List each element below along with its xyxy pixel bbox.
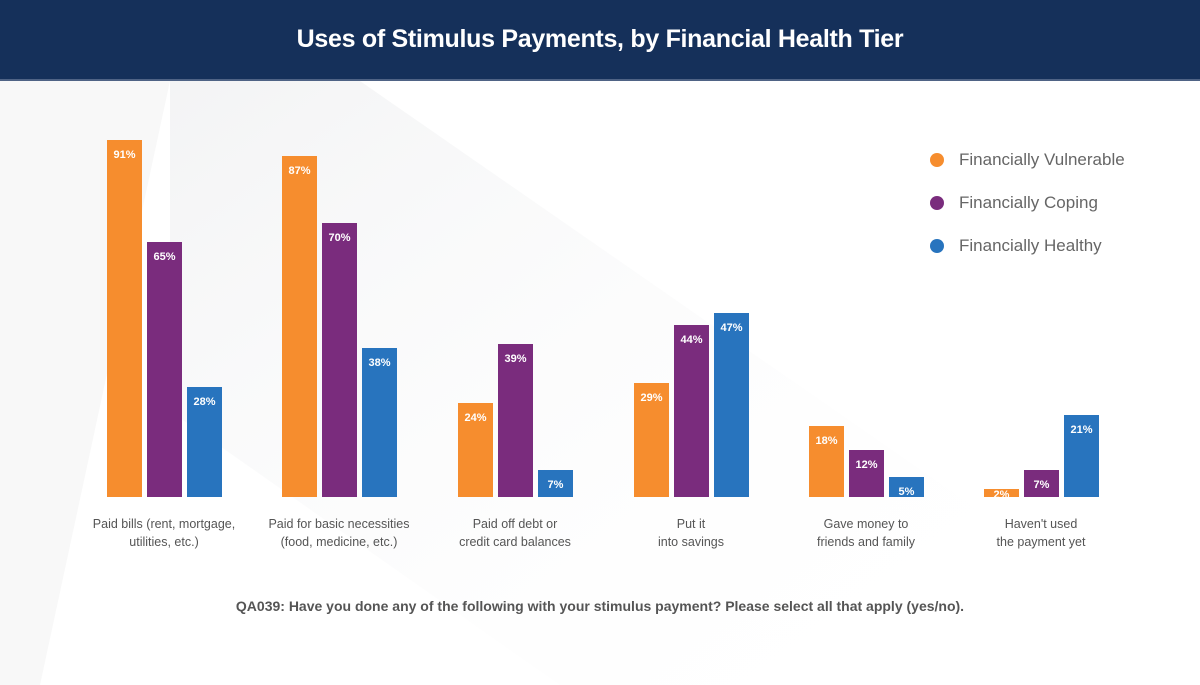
category-label-line1: Put it [676, 517, 706, 531]
bar-financially-coping: 12% [849, 450, 884, 497]
category-label-line2: (food, medicine, etc.) [280, 535, 398, 549]
bar-financially-vulnerable: 18% [809, 426, 844, 497]
bar-value-label: 7% [1033, 479, 1050, 491]
legend-item-vulnerable: Financially Vulnerable [930, 138, 1125, 181]
chart-title: Uses of Stimulus Payments, by Financial … [296, 25, 904, 53]
category-label-line1: Haven't used [1004, 517, 1078, 531]
legend-label: Financially Healthy [959, 235, 1102, 255]
category-label-line2: utilities, etc.) [129, 535, 199, 549]
category-label: Paid bills (rent, mortgage, utilities, et… [69, 515, 259, 551]
bar-value-label: 24% [464, 412, 487, 424]
legend-label: Financially Vulnerable [959, 149, 1125, 169]
bar-financially-healthy: 21% [1064, 415, 1099, 497]
bar-financially-healthy: 38% [362, 348, 397, 497]
category-label: Haven't used the payment yet [946, 515, 1136, 551]
legend-item-coping: Financially Coping [930, 181, 1125, 224]
survey-question-footnote: QA039: Have you done any of the followin… [235, 598, 965, 614]
bar-value-label: 5% [898, 486, 915, 498]
legend-item-healthy: Financially Healthy [930, 224, 1125, 267]
bar-financially-healthy: 47% [714, 313, 749, 497]
bar-financially-healthy: 7% [538, 470, 573, 497]
bar-financially-coping: 39% [498, 344, 533, 497]
bar-value-label: 70% [328, 232, 351, 244]
category-label-line1: Paid off debt or [472, 517, 558, 531]
category-label: Gave money to friends and family [771, 515, 961, 551]
bar-value-label: 38% [368, 357, 391, 369]
legend-label: Financially Coping [959, 192, 1098, 212]
bar-financially-vulnerable: 24% [458, 403, 493, 497]
bar-value-label: 91% [113, 149, 136, 161]
bar-financially-vulnerable: 29% [634, 383, 669, 497]
category-label-line1: Paid bills (rent, mortgage, [92, 517, 236, 531]
category-label-line1: Gave money to [823, 517, 909, 531]
bar-value-label: 18% [815, 435, 838, 447]
category-label-line2: friends and family [817, 535, 915, 549]
legend: Financially Vulnerable Financially Copin… [930, 138, 1125, 267]
category-label-line2: into savings [657, 535, 724, 549]
plot-area: 91% 65% 28% 87% 70% 38% 24% 39% 7% 29% 44% 47% 18% 12… [0, 81, 1200, 501]
bar-financially-coping: 65% [147, 242, 182, 497]
category-label-line2: the payment yet [996, 535, 1086, 549]
bar-value-label: 44% [680, 334, 703, 346]
category-label: Paid off debt or credit card balances [420, 515, 610, 551]
bar-value-label: 12% [855, 459, 878, 471]
bar-value-label: 7% [547, 479, 564, 491]
bar-financially-vulnerable: 87% [282, 156, 317, 497]
blue-dot-icon [930, 238, 944, 253]
bar-value-label: 47% [720, 322, 743, 334]
bar-value-label: 2% [993, 489, 1010, 501]
title-banner: Uses of Stimulus Payments, by Financial … [0, 0, 1200, 81]
category-label: Paid for basic necessities (food, medicin… [244, 515, 434, 551]
bar-financially-healthy: 5% [889, 477, 924, 498]
bar-value-label: 21% [1070, 424, 1093, 436]
bar-value-label: 29% [640, 392, 663, 404]
purple-dot-icon [930, 195, 944, 210]
bar-financially-coping: 44% [674, 325, 709, 497]
bar-chart: 91% 65% 28% 87% 70% 38% 24% 39% 7% 29% 44% 47% 18% 12… [0, 81, 1200, 601]
category-label-line2: credit card balances [459, 535, 571, 549]
bar-financially-coping: 70% [322, 223, 357, 497]
bar-financially-vulnerable: 2% [984, 489, 1019, 501]
category-label: Put it into savings [596, 515, 786, 551]
bar-value-label: 65% [153, 251, 176, 263]
bar-value-label: 87% [288, 165, 311, 177]
bar-financially-coping: 7% [1024, 470, 1059, 497]
orange-dot-icon [930, 152, 944, 167]
bar-financially-vulnerable: 91% [107, 140, 142, 497]
bar-financially-healthy: 28% [187, 387, 222, 497]
category-label-line1: Paid for basic necessities [268, 517, 410, 531]
bar-value-label: 39% [504, 353, 527, 365]
bar-value-label: 28% [193, 396, 216, 408]
